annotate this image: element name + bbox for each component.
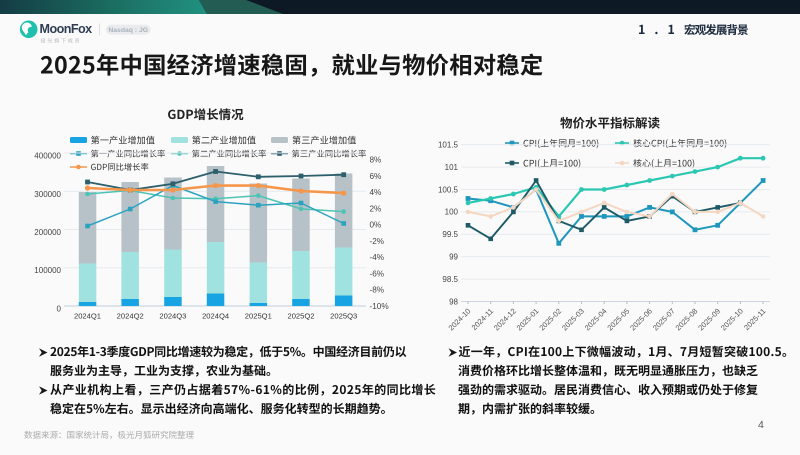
svg-text:200000: 200000 [34, 228, 61, 237]
svg-text:-8%: -8% [370, 286, 385, 295]
svg-text:MoonFox: MoonFox [40, 22, 93, 36]
svg-text:99.5: 99.5 [442, 230, 458, 239]
svg-text:2024Q3: 2024Q3 [159, 312, 186, 321]
svg-text:0: 0 [57, 305, 62, 314]
svg-text:-6%: -6% [370, 269, 385, 278]
svg-text:101.5: 101.5 [438, 141, 459, 150]
svg-text:2025Q1: 2025Q1 [245, 312, 272, 321]
svg-text:2024Q2: 2024Q2 [117, 312, 144, 321]
svg-text:2024Q4: 2024Q4 [202, 312, 229, 321]
svg-text:2%: 2% [370, 204, 382, 213]
svg-text:4%: 4% [370, 188, 382, 197]
svg-text:100: 100 [445, 208, 459, 217]
svg-text:2025Q3: 2025Q3 [330, 312, 357, 321]
svg-text:100000: 100000 [34, 266, 61, 275]
svg-text:6%: 6% [370, 172, 382, 181]
svg-text:2024Q1: 2024Q1 [74, 312, 101, 321]
svg-text:98: 98 [449, 297, 458, 306]
svg-text:101: 101 [445, 163, 459, 172]
svg-text:300000: 300000 [34, 190, 61, 199]
svg-text:-4%: -4% [370, 253, 385, 262]
svg-text:Nasdaq : JG: Nasdaq : JG [108, 27, 148, 34]
svg-text:400000: 400000 [34, 152, 61, 161]
svg-text:8%: 8% [370, 156, 382, 165]
svg-text:98.5: 98.5 [442, 275, 458, 284]
svg-text:0%: 0% [370, 221, 382, 230]
svg-text:-10%: -10% [370, 302, 389, 311]
svg-text:2025Q2: 2025Q2 [287, 312, 314, 321]
svg-text:99: 99 [449, 253, 458, 262]
svg-text:100.5: 100.5 [438, 185, 459, 194]
svg-text:4: 4 [758, 419, 764, 431]
svg-text:-2%: -2% [370, 237, 385, 246]
